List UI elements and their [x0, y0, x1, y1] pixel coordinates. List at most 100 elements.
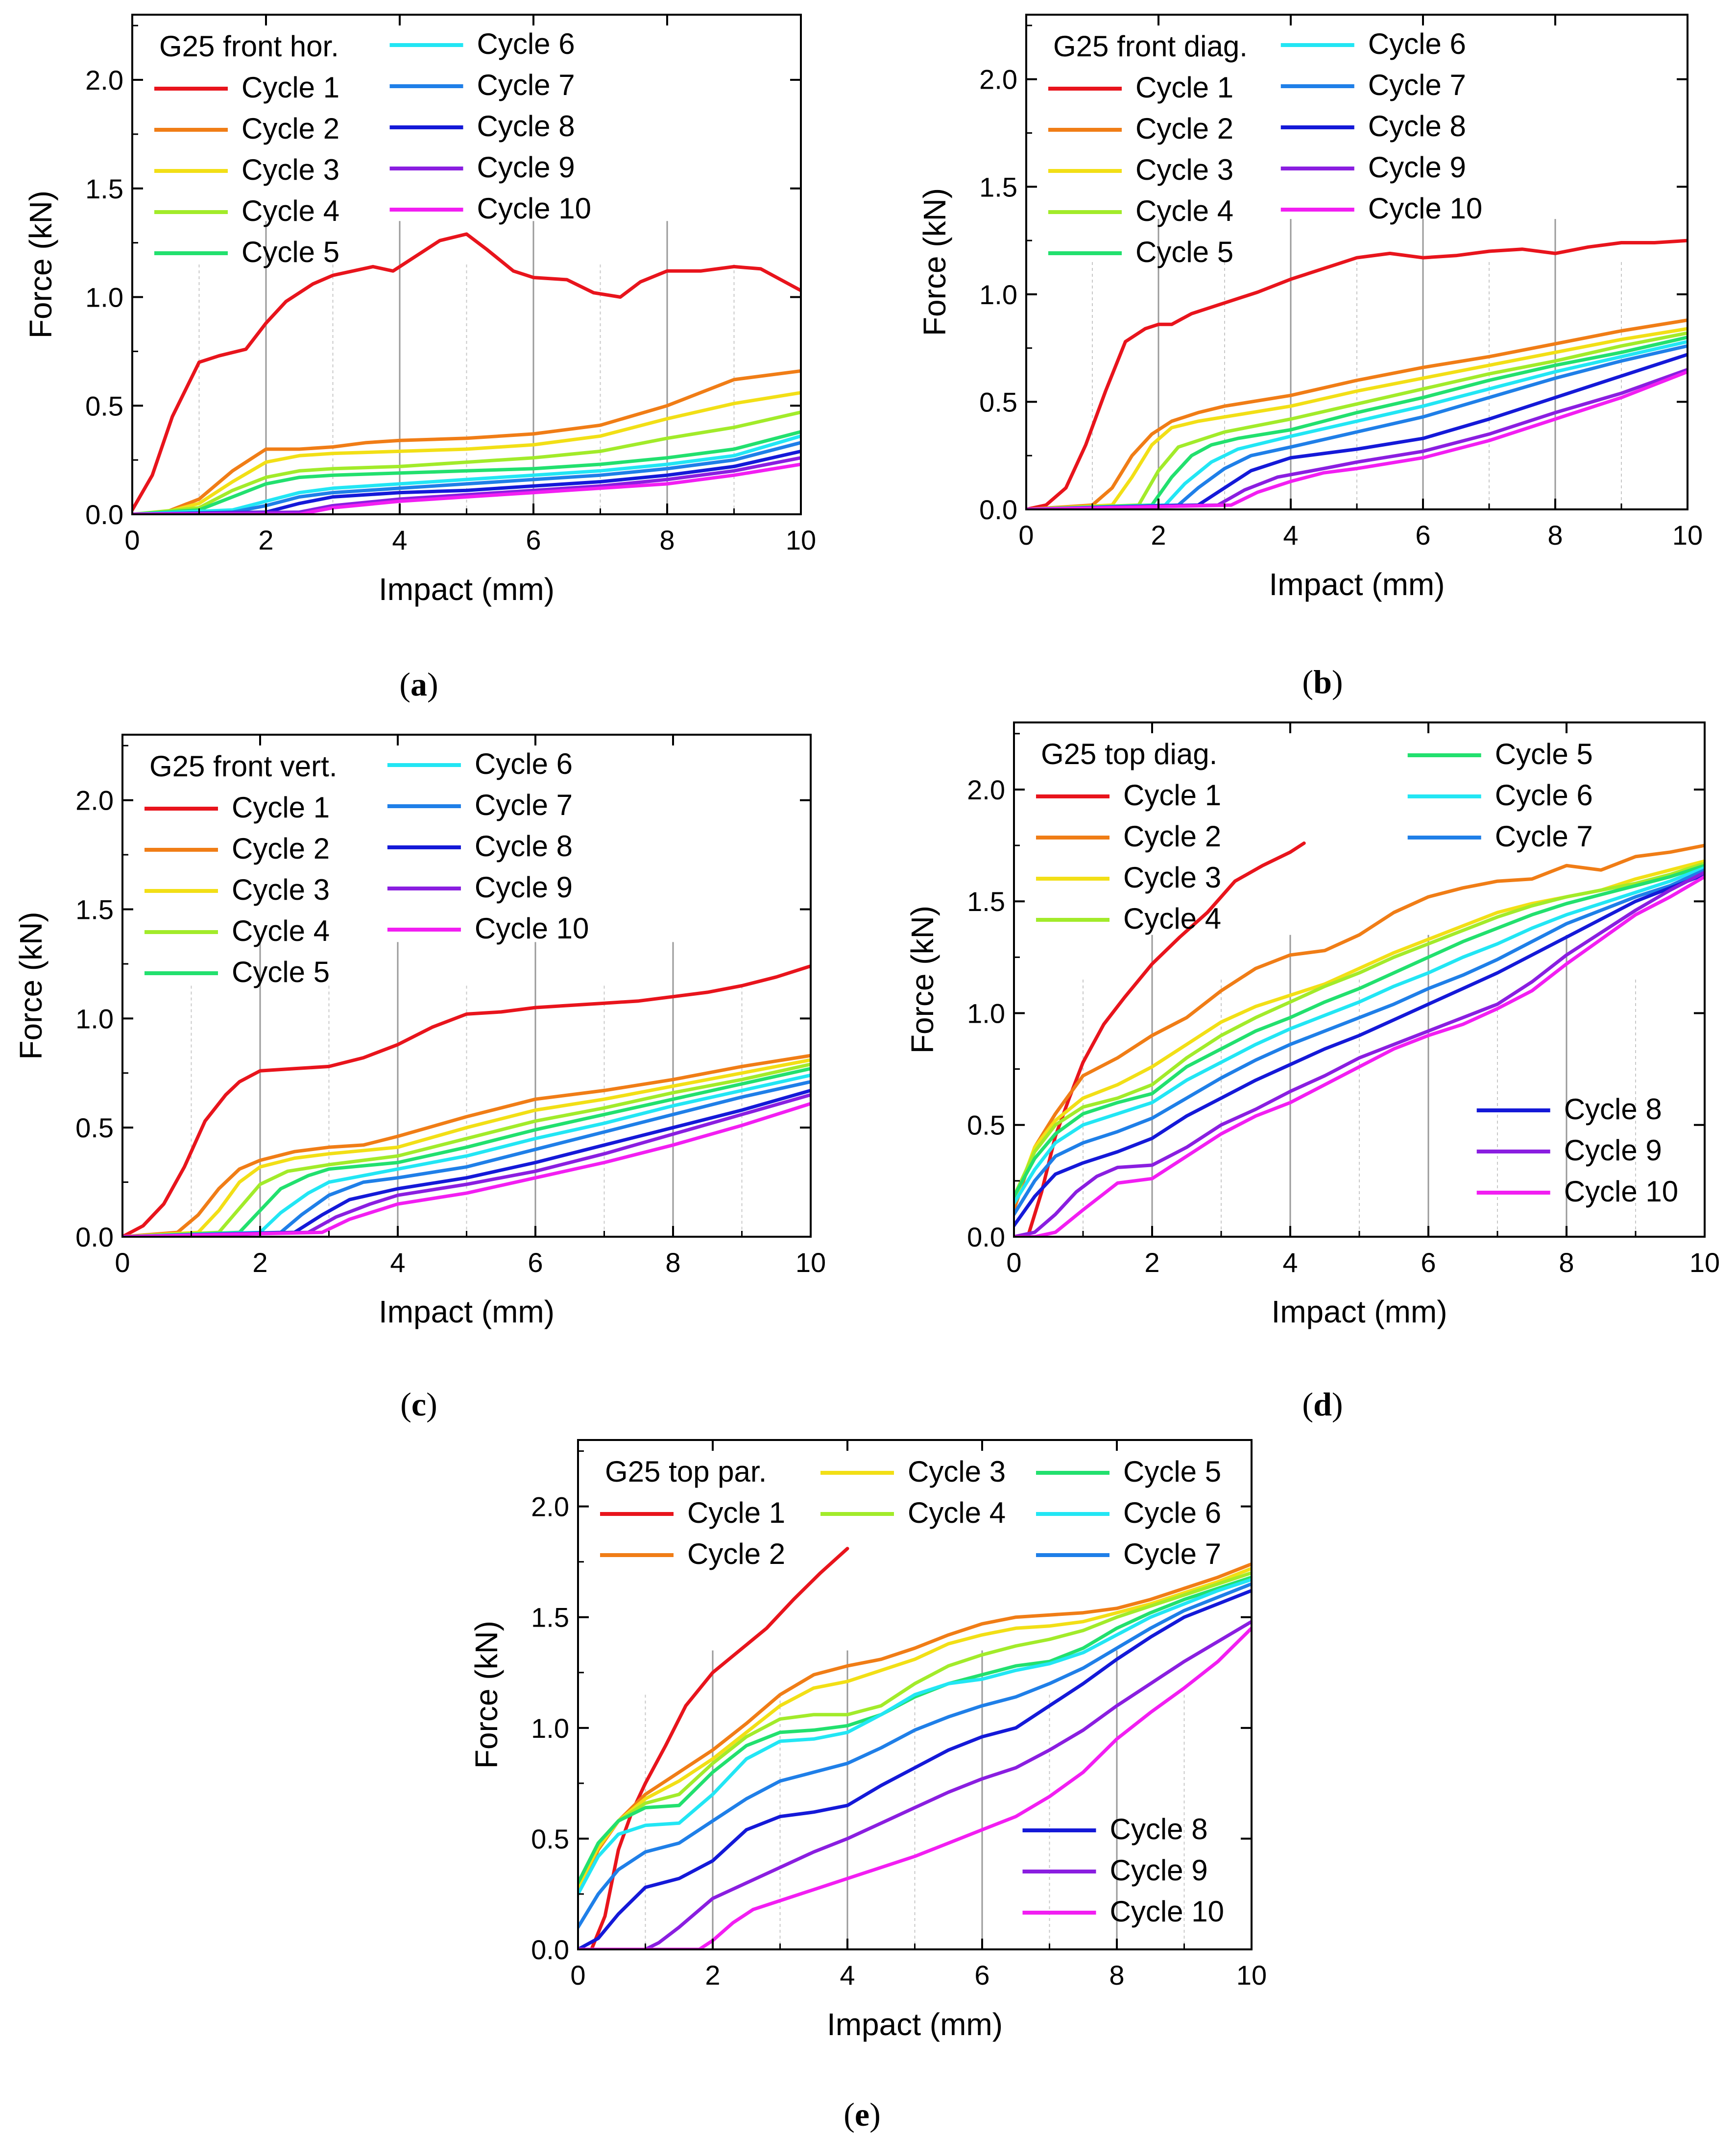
- y-tick-label: 2.0: [979, 64, 1017, 95]
- y-tick-label: 2.0: [531, 1491, 569, 1522]
- y-tick-label: 0.5: [967, 1110, 1005, 1141]
- x-tick-label: 10: [1672, 520, 1703, 551]
- legend-label: Cycle 8: [477, 110, 575, 143]
- series-line-cycle-1: [590, 1547, 849, 1949]
- y-axis-label: Force (kN): [13, 912, 48, 1059]
- y-axis-label: Force (kN): [905, 906, 940, 1054]
- series-lines: [122, 964, 811, 1237]
- series-line-cycle-7: [1026, 344, 1688, 509]
- series-line-cycle-9: [132, 456, 801, 514]
- legend-label: Cycle 6: [1368, 27, 1466, 60]
- legend-label: Cycle 2: [1135, 112, 1233, 145]
- legend-label: Cycle 4: [1135, 194, 1233, 227]
- legend-label: Cycle 4: [1123, 902, 1221, 935]
- series-line-cycle-4: [1014, 862, 1705, 1199]
- legend-label: Cycle 7: [1495, 820, 1593, 853]
- legend-label: Cycle 7: [475, 789, 573, 821]
- y-tick-label: 1.5: [531, 1602, 569, 1633]
- x-tick-label: 2: [1151, 520, 1166, 551]
- panel-title: G25 top diag.: [1041, 738, 1217, 770]
- y-axis-label: Force (kN): [917, 188, 952, 336]
- y-tick-label: 1.5: [979, 171, 1017, 202]
- series-line-cycle-5: [122, 1067, 811, 1237]
- y-tick-label: 0.5: [979, 386, 1017, 417]
- panel-title: G25 front diag.: [1053, 30, 1248, 63]
- x-axis-label: Impact (mm): [379, 572, 555, 607]
- y-tick-label: 1.0: [979, 279, 1017, 310]
- x-tick-label: 0: [570, 1960, 585, 1991]
- series-line-cycle-9: [578, 1620, 1252, 1949]
- series-line-cycle-1: [1026, 841, 1306, 1237]
- x-tick-label: 6: [526, 525, 541, 555]
- x-tick-label: 10: [1236, 1960, 1267, 1991]
- legend-label: Cycle 7: [1368, 69, 1466, 101]
- x-tick-label: 2: [1144, 1247, 1159, 1278]
- panel-caption: (d): [1302, 1386, 1343, 1423]
- y-tick-label: 1.5: [75, 894, 114, 925]
- series-lines: [1014, 841, 1705, 1237]
- y-tick-label: 1.0: [531, 1713, 569, 1744]
- legend-label: Cycle 6: [1123, 1496, 1221, 1529]
- legend-label: Cycle 5: [232, 956, 330, 988]
- legend-label: Cycle 6: [477, 27, 575, 60]
- legend-label: Cycle 3: [1135, 153, 1233, 186]
- y-tick-label: 2.0: [85, 65, 123, 96]
- legend-label: Cycle 8: [1368, 110, 1466, 143]
- series-line-cycle-3: [1026, 327, 1688, 509]
- series-lines: [1026, 239, 1688, 509]
- legend-label: Cycle 1: [1135, 71, 1233, 104]
- x-axis-label: Impact (mm): [1271, 1294, 1447, 1329]
- series-line-cycle-9: [1014, 870, 1705, 1237]
- y-axis-label: Force (kN): [23, 191, 58, 338]
- x-tick-label: 4: [1283, 520, 1298, 551]
- x-tick-label: 2: [258, 525, 273, 555]
- x-tick-label: 6: [1415, 520, 1430, 551]
- series-lines: [132, 232, 801, 514]
- x-tick-label: 0: [115, 1247, 130, 1278]
- chart-panel-a: 0 2 4 6 8 10 0.0 0.5 1.0 1.5 2.0 Impact (mm) Force (…: [23, 14, 816, 703]
- x-tick-label: 8: [1547, 520, 1563, 551]
- series-line-cycle-10: [578, 1626, 1252, 1949]
- x-tick-label: 8: [1559, 1247, 1574, 1278]
- series-line-cycle-2: [578, 1562, 1252, 1896]
- series-line-cycle-8: [1014, 872, 1705, 1227]
- series-line-cycle-10: [1014, 875, 1705, 1237]
- legend-label: Cycle 5: [241, 236, 339, 268]
- x-tick-label: 8: [665, 1247, 680, 1278]
- legend-label: Cycle 5: [1135, 236, 1233, 268]
- legend-label: Cycle 10: [1110, 1895, 1224, 1928]
- series-line-cycle-6: [578, 1578, 1252, 1896]
- series-line-cycle-5: [1026, 336, 1688, 509]
- x-tick-label: 10: [786, 525, 816, 555]
- x-axis: 0 2 4 6 8 10: [124, 15, 816, 555]
- series-line-cycle-10: [132, 462, 801, 514]
- x-axis: 0 2 4 6 8 10: [115, 735, 826, 1278]
- y-tick-label: 2.0: [75, 785, 114, 816]
- x-axis: 0 2 4 6 8 10: [1018, 15, 1703, 551]
- series-line-cycle-6: [1026, 340, 1688, 509]
- y-tick-label: 2.0: [967, 774, 1005, 805]
- x-tick-label: 2: [705, 1960, 720, 1991]
- panel-caption: (c): [400, 1386, 437, 1423]
- series-line-cycle-5: [1014, 864, 1705, 1199]
- y-tick-label: 0.0: [531, 1934, 569, 1965]
- legend-label: Cycle 1: [232, 791, 330, 824]
- y-tick-label: 1.0: [85, 282, 123, 313]
- series-line-cycle-10: [1026, 370, 1688, 509]
- legend-label: Cycle 4: [908, 1496, 1006, 1529]
- panel-title: G25 front hor.: [159, 30, 339, 63]
- x-tick-label: 6: [528, 1247, 543, 1278]
- x-axis-label: Impact (mm): [379, 1294, 555, 1329]
- y-tick-label: 1.0: [967, 998, 1005, 1029]
- legend-label: Cycle 8: [1564, 1093, 1662, 1126]
- x-tick-label: 6: [1421, 1247, 1436, 1278]
- x-axis: 0 2 4 6 8 10: [570, 1440, 1267, 1991]
- series-line-cycle-7: [122, 1080, 811, 1237]
- legend-label: Cycle 9: [1368, 151, 1466, 184]
- x-tick-label: 0: [1006, 1247, 1021, 1278]
- legend-label: Cycle 9: [1110, 1854, 1208, 1887]
- legend-label: Cycle 5: [1495, 738, 1593, 770]
- x-axis-label: Impact (mm): [1269, 567, 1445, 602]
- x-tick-label: 4: [392, 525, 407, 555]
- series-line-cycle-5: [132, 430, 801, 514]
